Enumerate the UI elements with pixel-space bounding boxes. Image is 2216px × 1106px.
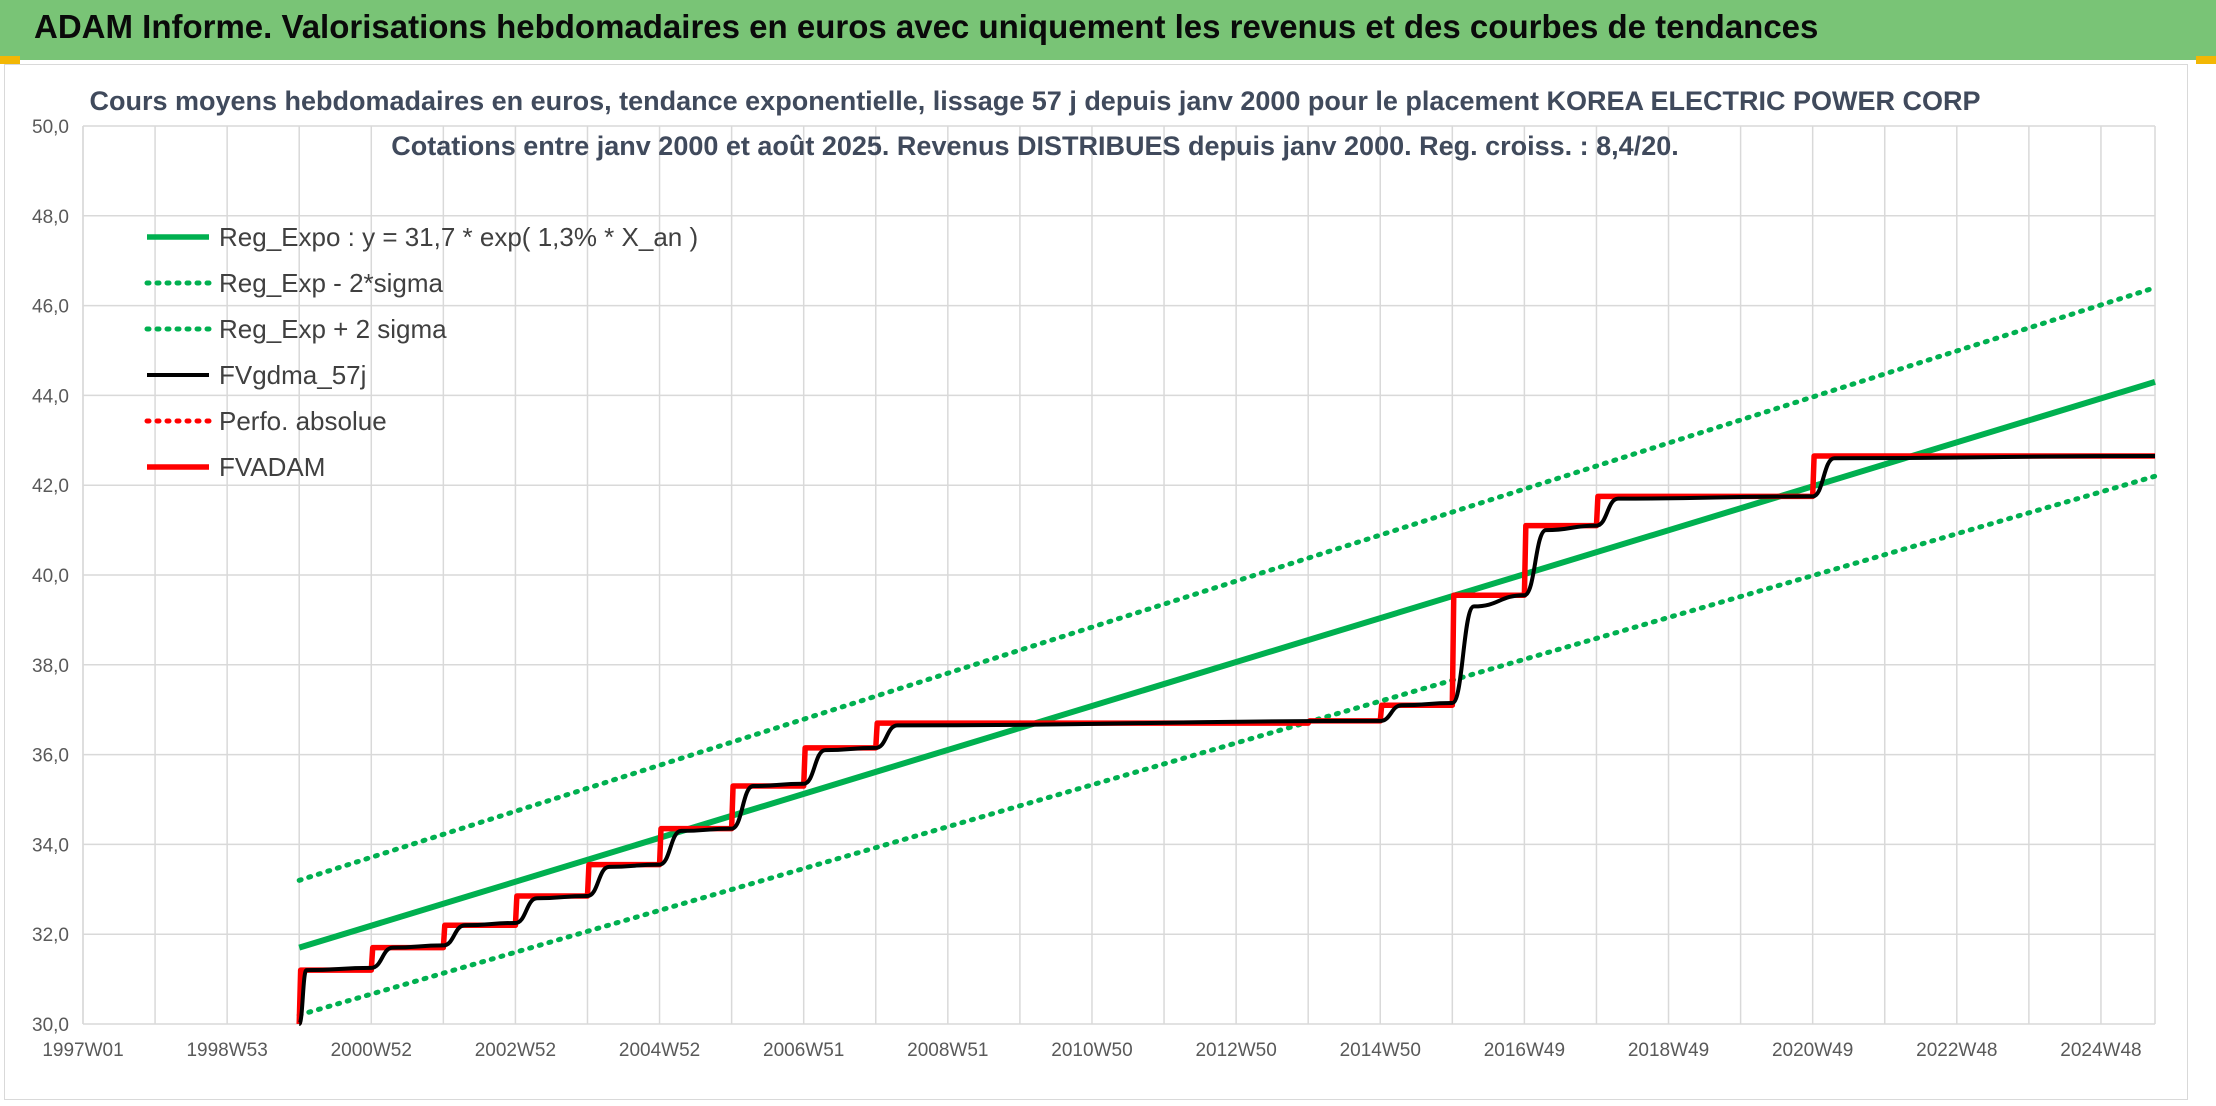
y-tick-label: 32,0 xyxy=(32,925,69,946)
legend-reg-expo-label: Reg_Expo : y = 31,7 * exp( 1,3% * X_an ) xyxy=(219,222,698,252)
y-tick-label: 50,0 xyxy=(32,117,69,138)
reg-expo-line xyxy=(298,379,2156,951)
x-tick-label: 2004W52 xyxy=(619,1040,700,1061)
x-tick-label: 1998W53 xyxy=(186,1040,267,1061)
x-tick-label: 2022W48 xyxy=(1916,1040,1997,1061)
y-tick-label: 48,0 xyxy=(32,207,69,228)
reg-exp-plus-2sigma-line xyxy=(296,285,2158,883)
line-chart: 30,0 32,0 34,0 36,0 38,0 40,0 42,0 44,0 46,0 48,0… xyxy=(32,86,2158,1061)
legend: Reg_Expo : y = 31,7 * exp( 1,3% * X_an )… xyxy=(144,222,698,482)
y-tick-label: 42,0 xyxy=(32,476,69,497)
legend-perfo-absolue-label: Perfo. absolue xyxy=(219,406,387,436)
chart-area: 30,0 32,0 34,0 36,0 38,0 40,0 42,0 44,0 46,0 48,0… xyxy=(4,64,2188,1100)
y-tick-label: 34,0 xyxy=(32,835,69,856)
x-tick-label: 2014W50 xyxy=(1340,1040,1421,1061)
y-tick-label: 40,0 xyxy=(32,566,69,587)
report-banner: ADAM Informe. Valorisations hebdomadaire… xyxy=(0,0,2216,60)
x-tick-label: 2000W52 xyxy=(331,1040,412,1061)
y-tick-label: 36,0 xyxy=(32,746,69,767)
corner-marker xyxy=(0,56,20,64)
chart-title: Cours moyens hebdomadaires en euros, ten… xyxy=(89,86,1980,116)
x-tick-label: 2016W49 xyxy=(1484,1040,1565,1061)
y-tick-label: 38,0 xyxy=(32,656,69,677)
x-tick-label: 2008W51 xyxy=(907,1040,988,1061)
x-tick-label: 2024W48 xyxy=(2060,1040,2141,1061)
x-tick-label: 2002W52 xyxy=(475,1040,556,1061)
x-tick-label: 2018W49 xyxy=(1628,1040,1709,1061)
corner-marker xyxy=(2196,56,2216,64)
series xyxy=(296,285,2158,1026)
legend-reg-exp-plus-label: Reg_Exp + 2 sigma xyxy=(219,314,447,344)
y-tick-label: 46,0 xyxy=(32,297,69,318)
x-tick-label: 1997W01 xyxy=(42,1040,123,1061)
chart-subtitle: Cotations entre janv 2000 et août 2025. … xyxy=(391,131,1678,161)
y-tick-label: 44,0 xyxy=(32,386,69,407)
x-tick-label: 2020W49 xyxy=(1772,1040,1853,1061)
fvadam-line xyxy=(296,453,2155,1025)
fvgdma-57j-line xyxy=(297,454,2156,1026)
y-tick-label: 30,0 xyxy=(32,1015,69,1036)
gridlines xyxy=(82,125,2156,1025)
x-tick-label: 2010W50 xyxy=(1051,1040,1132,1061)
legend-fvadam-label: FVADAM xyxy=(219,452,325,482)
legend-fvgdma-label: FVgdma_57j xyxy=(219,360,366,390)
axes: 30,0 32,0 34,0 36,0 38,0 40,0 42,0 44,0 46,0 48,0… xyxy=(32,117,2142,1061)
legend-reg-exp-minus-label: Reg_Exp - 2*sigma xyxy=(219,268,444,298)
report-title: ADAM Informe. Valorisations hebdomadaire… xyxy=(34,8,1819,45)
x-tick-label: 2006W51 xyxy=(763,1040,844,1061)
x-tick-label: 2012W50 xyxy=(1195,1040,1276,1061)
reg-exp-minus-2sigma-line xyxy=(296,473,2158,1018)
